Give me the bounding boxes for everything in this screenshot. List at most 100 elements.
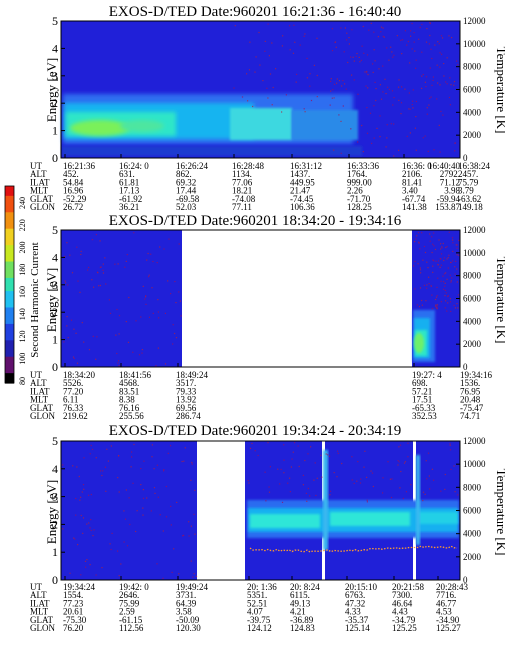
noise-dot: [80, 253, 82, 256]
ephemeris-value: -34.79: [392, 615, 416, 625]
noise-dot: [83, 341, 85, 343]
noise-dot: [118, 455, 120, 457]
noise-dot: [449, 443, 451, 445]
noise-dot: [80, 250, 82, 252]
noise-dot: [76, 466, 78, 468]
noise-dot: [85, 566, 87, 568]
noise-dot: [384, 78, 386, 80]
noise-dot: [405, 491, 407, 493]
noise-dot: [419, 287, 422, 289]
noise-dot: [145, 295, 147, 297]
noise-dot: [99, 284, 101, 287]
noise-dot: [458, 239, 460, 242]
noise-dot: [386, 137, 388, 139]
noise-dot: [133, 232, 135, 234]
noise-dot: [108, 299, 110, 301]
noise-dot: [191, 461, 193, 464]
noise-dot: [156, 262, 158, 264]
noise-dot: [167, 280, 169, 282]
colorbar-tick-label: 80: [18, 377, 27, 385]
ephemeris-value: 49.13: [290, 598, 311, 608]
noise-dot: [407, 40, 409, 43]
noise-dot: [382, 35, 384, 37]
ephemeris-value: 3731.: [176, 590, 196, 600]
ephemeris-row-label: GLON: [30, 202, 55, 212]
noise-dot: [361, 45, 363, 47]
noise-dot: [69, 254, 71, 256]
noise-dot: [104, 257, 106, 259]
noise-dot: [174, 281, 176, 283]
noise-dot: [382, 65, 384, 67]
colorbar-segment: [5, 254, 14, 259]
noise-dot: [64, 255, 66, 258]
noise-dot: [83, 488, 85, 490]
colorbar-segment: [5, 366, 14, 371]
noise-dot: [373, 137, 375, 139]
noise-dot: [457, 494, 459, 496]
ephemeris-value: 5526.: [63, 378, 83, 388]
noise-dot: [391, 51, 393, 53]
noise-dot: [432, 265, 434, 267]
noise-dot: [175, 337, 178, 339]
ephemeris-value: 20: 8:24: [290, 582, 320, 592]
noise-dot: [426, 261, 428, 263]
noise-dot: [440, 243, 442, 245]
colorbar-tick-label: 140: [18, 308, 27, 320]
panel-3-y2label: Temperature [K]: [494, 469, 505, 556]
colorbar-segment: [5, 330, 14, 335]
colorbar-segment: [5, 215, 14, 220]
noise-dot: [428, 104, 430, 106]
noise-dot: [75, 332, 77, 334]
noise-dot: [371, 472, 374, 474]
panel-2: EXOS-D/TED Date:960201 18:34:20 - 19:34:…: [30, 213, 505, 421]
panel-3-title: EXOS-D/TED Date:960201 19:34:24 - 20:34:…: [109, 423, 401, 439]
noise-dot: [140, 468, 142, 470]
noise-dot: [330, 78, 332, 80]
noise-dot: [400, 39, 402, 41]
y2tick-label: 8000: [463, 271, 482, 281]
noise-dot: [418, 38, 420, 40]
noise-dot: [331, 28, 333, 30]
y2tick-label: 10000: [463, 39, 486, 49]
ephemeris-value: 2106.: [402, 169, 422, 179]
y2tick-label: 0: [463, 575, 468, 585]
ytick-label: 5: [52, 14, 58, 28]
noise-dot: [136, 510, 138, 512]
noise-dot: [100, 470, 102, 472]
ephemeris-value: 255.56: [119, 411, 144, 421]
noise-dot: [259, 64, 261, 66]
noise-dot: [363, 52, 365, 54]
panel-3-noise: [62, 442, 459, 579]
noise-dot: [436, 308, 438, 310]
noise-dot: [69, 572, 71, 574]
noise-dot: [91, 239, 93, 241]
noise-dot: [163, 248, 165, 250]
noise-dot: [142, 497, 145, 499]
noise-dot: [440, 35, 443, 37]
noise-dot: [415, 116, 417, 118]
p3-band-core-2: [330, 512, 410, 526]
noise-dot: [415, 59, 417, 61]
noise-dot: [393, 97, 395, 99]
noise-dot: [353, 79, 355, 81]
noise-dot: [371, 142, 373, 144]
noise-dot: [178, 573, 180, 575]
ephemeris-value: 219.62: [63, 411, 88, 421]
noise-dot: [426, 478, 428, 480]
noise-dot: [297, 445, 299, 447]
y2tick-label: 6000: [463, 506, 482, 516]
noise-dot: [80, 496, 82, 498]
noise-dot: [425, 76, 428, 78]
noise-dot: [362, 151, 364, 153]
ephemeris-row-label: MLT: [30, 395, 49, 405]
noise-dot: [281, 111, 283, 113]
noise-dot: [431, 236, 433, 238]
noise-dot: [451, 277, 453, 279]
noise-dot: [425, 460, 427, 462]
ephemeris-value: 77.11: [232, 202, 252, 212]
noise-dot: [176, 501, 178, 503]
noise-dot: [304, 111, 306, 113]
ephemeris-value: 20:15:10: [345, 582, 378, 592]
noise-dot: [420, 272, 422, 274]
noise-dot: [379, 115, 381, 117]
